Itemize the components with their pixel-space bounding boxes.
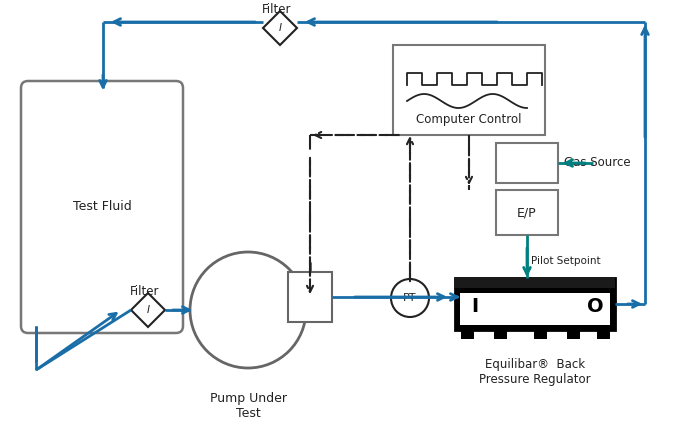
Text: I: I [146, 305, 150, 315]
Text: Filter: Filter [262, 3, 292, 16]
Text: Gas Source: Gas Source [564, 156, 631, 169]
Text: E/P: E/P [517, 206, 537, 219]
Bar [461, 330, 474, 339]
Bar [393, 45, 545, 135]
Bar [455, 278, 615, 330]
Text: PT: PT [403, 293, 417, 303]
Bar [460, 293, 610, 325]
FancyBboxPatch shape [21, 81, 183, 333]
Text: I: I [471, 297, 479, 316]
Text: Equilibar®  Back
Pressure Regulator: Equilibar® Back Pressure Regulator [479, 358, 591, 386]
Text: Computer Control: Computer Control [417, 114, 522, 126]
Bar [496, 143, 558, 183]
Bar [567, 330, 580, 339]
Bar [455, 278, 615, 288]
Bar [597, 330, 610, 339]
Bar [496, 190, 558, 235]
Bar [534, 330, 547, 339]
Text: Pilot Setpoint: Pilot Setpoint [531, 256, 601, 267]
Text: I: I [278, 23, 282, 33]
Text: O: O [586, 297, 603, 316]
Text: Filter: Filter [130, 285, 160, 298]
Bar [288, 272, 332, 322]
Bar [494, 330, 507, 339]
Text: Pump Under
Test: Pump Under Test [210, 392, 286, 420]
Text: Test Fluid: Test Fluid [73, 201, 131, 213]
